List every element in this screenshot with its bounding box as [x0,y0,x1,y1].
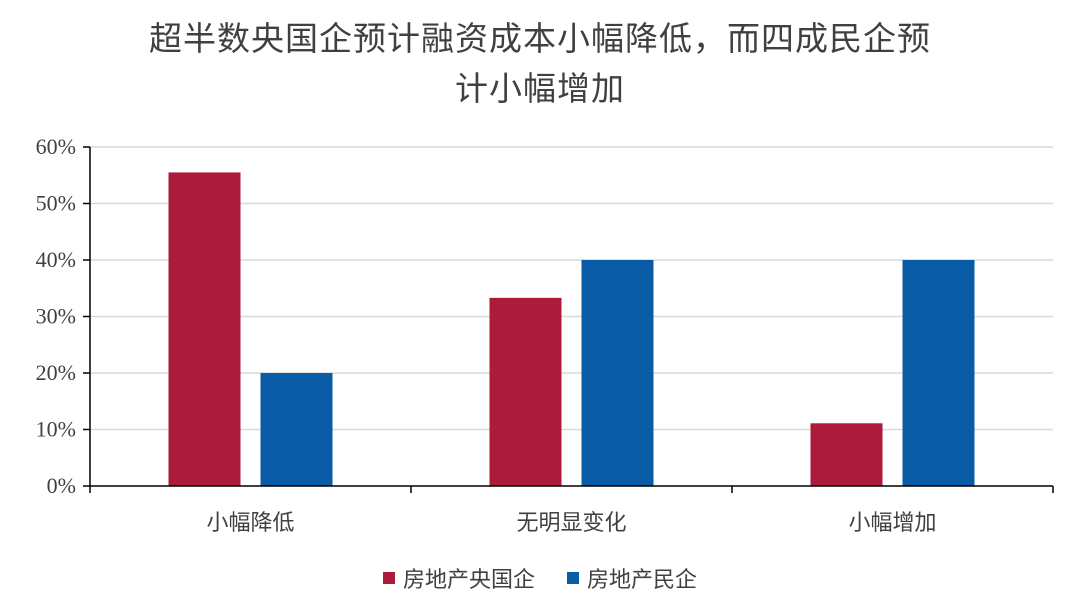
legend-swatch-private [567,572,579,584]
x-tick-label: 小幅降低 [206,511,294,536]
bars [168,172,975,487]
y-tick-label: 40% [36,247,76,272]
legend-label-private: 房地产民企 [587,568,698,593]
gridlines [90,146,1053,431]
legend-swatch-soe [382,572,395,584]
chart-title-line-2: 计小幅增加 [455,69,625,108]
chart-title-line-1: 超半数央国企预计融资成本小幅降低，而四成民企预 [149,19,931,58]
bar-soe [810,423,883,486]
y-tick-label: 0% [47,473,76,498]
x-tick-label: 小幅增加 [848,511,936,536]
legend-item-soe: 房地产央国企 [382,562,535,594]
x-tick-label: 无明显变化 [516,511,626,536]
y-tick-label: 30% [36,304,76,329]
y-tick-label: 10% [36,417,76,442]
bar-soe [168,172,241,487]
bar-private [260,373,333,486]
legend: 房地产央国企 房地产民企 [0,562,1080,594]
y-tick-labels: 0% 10% 20% 30% 40% 50% 60% [36,134,76,498]
bar-private [902,260,975,486]
bar-soe [489,297,562,486]
y-tick-label: 60% [36,134,76,159]
axes [83,146,1054,493]
y-tick-label: 20% [36,360,76,385]
legend-item-private: 房地产民企 [567,562,697,594]
legend-label-soe: 房地产央国企 [402,568,535,593]
y-tick-label: 50% [36,191,76,216]
bar-private [581,260,654,486]
chart-title: 超半数央国企预计融资成本小幅降低，而四成民企预 计小幅增加 [0,14,1080,114]
x-tick-labels: 小幅降低 无明显变化 小幅增加 [206,511,936,536]
